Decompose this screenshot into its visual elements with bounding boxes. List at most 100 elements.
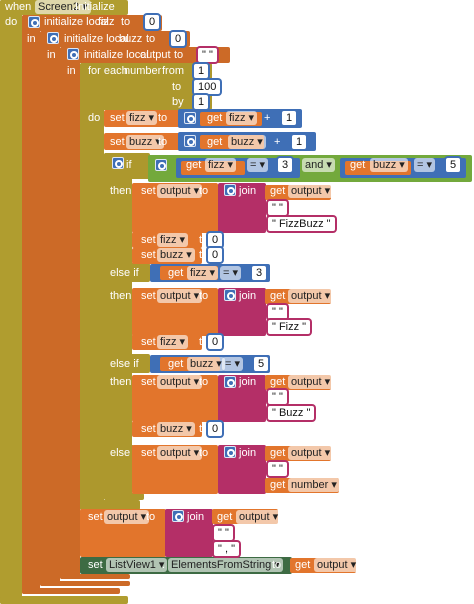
block-label: get	[270, 447, 286, 459]
dropdown-field[interactable]: buzz ▾	[370, 158, 408, 172]
mutator-icon[interactable]	[155, 159, 167, 171]
dropdown-field[interactable]: output ▾	[104, 510, 150, 524]
if-block	[104, 354, 150, 373]
dropdown-field[interactable]: output ▾	[157, 446, 203, 460]
dropdown-field[interactable]: fizz ▾	[226, 111, 258, 125]
mutator-icon[interactable]	[224, 446, 236, 458]
block-label: to	[199, 423, 209, 435]
block-label: then	[110, 290, 132, 302]
mutator-icon[interactable]	[47, 32, 59, 44]
mutator-icon[interactable]	[28, 16, 40, 28]
block-label: set	[88, 511, 103, 523]
block-label: to	[158, 136, 168, 148]
dropdown-field[interactable]: fizz ▾	[205, 158, 237, 172]
local-variable-block	[40, 581, 130, 586]
local-variable-block	[40, 31, 60, 586]
number-field[interactable]: 0	[208, 233, 223, 247]
block-label: get	[207, 136, 223, 148]
block-label: else if	[110, 267, 139, 279]
number-field[interactable]: 0	[208, 335, 223, 349]
text-field[interactable]: " "	[268, 305, 287, 319]
mutator-icon[interactable]	[67, 48, 79, 60]
number-field[interactable]: 0	[145, 15, 160, 29]
for-each-block	[80, 63, 104, 510]
text-field[interactable]: " FizzBuzz "	[268, 217, 335, 231]
if-block	[104, 493, 144, 500]
number-field[interactable]: 0	[208, 422, 223, 436]
if-block	[104, 153, 132, 500]
dropdown-field[interactable]: output ▾	[288, 375, 334, 389]
text-field[interactable]: " "	[214, 526, 233, 540]
block-label: get	[270, 479, 286, 491]
dropdown-field[interactable]: fizz ▾	[126, 111, 158, 125]
dropdown-field[interactable]: output ▾	[157, 375, 203, 389]
block-label: fizz	[98, 16, 115, 28]
number-field[interactable]: 5	[254, 357, 269, 371]
number-field[interactable]: 3	[252, 266, 267, 280]
dropdown-field[interactable]: Screen2 ▾	[35, 0, 91, 14]
dropdown-field[interactable]: output ▾	[157, 289, 203, 303]
block-label: number	[124, 65, 162, 77]
number-field[interactable]: 5	[446, 158, 461, 172]
dropdown-field[interactable]: number ▾	[288, 478, 340, 492]
dropdown-field[interactable]: and ▾	[302, 158, 335, 172]
dropdown-field[interactable]: buzz ▾	[157, 248, 195, 262]
dropdown-field[interactable]: output ▾	[288, 184, 334, 198]
local-variable-block	[60, 47, 80, 579]
dropdown-field[interactable]: output ▾	[314, 558, 360, 572]
dropdown-field[interactable]: buzz ▾	[187, 357, 225, 371]
text-field[interactable]: " "	[268, 462, 287, 476]
number-field[interactable]: 1	[282, 111, 297, 125]
number-field[interactable]: 1	[194, 95, 209, 109]
mutator-icon[interactable]	[224, 184, 236, 196]
text-field[interactable]: " , "	[214, 542, 239, 556]
text-field[interactable]: " Fizz "	[268, 320, 311, 334]
dropdown-field[interactable]: = ▾	[247, 158, 269, 172]
mutator-icon[interactable]	[184, 112, 196, 124]
dropdown-field[interactable]: = ▾	[414, 158, 436, 172]
text-field[interactable]: " "	[198, 48, 217, 62]
dropdown-field[interactable]: output ▾	[157, 184, 203, 198]
mutator-icon[interactable]	[184, 135, 196, 147]
mutator-icon[interactable]	[112, 157, 124, 169]
number-field[interactable]: 1	[194, 64, 209, 78]
block-label: to	[146, 511, 156, 523]
dropdown-field[interactable]: ListView1 ▾	[106, 558, 168, 572]
dropdown-field[interactable]: output ▾	[288, 289, 334, 303]
number-field[interactable]: 0	[171, 32, 186, 46]
dropdown-field[interactable]: buzz ▾	[228, 135, 266, 149]
dropdown-field[interactable]: buzz ▾	[157, 422, 195, 436]
dropdown-field[interactable]: output ▾	[288, 446, 334, 460]
text-field[interactable]: " "	[268, 390, 287, 404]
number-field[interactable]: 100	[194, 80, 221, 94]
block-label: join	[239, 376, 257, 388]
number-field[interactable]: 3	[278, 158, 293, 172]
number-field[interactable]: 1	[292, 135, 307, 149]
block-label: by	[172, 96, 184, 108]
dropdown-field[interactable]: fizz ▾	[157, 335, 189, 349]
mutator-icon[interactable]	[224, 376, 236, 388]
block-label: initialize local	[64, 33, 129, 45]
block-label: output	[140, 49, 171, 61]
block-label: set	[141, 185, 156, 197]
mutator-icon[interactable]	[224, 289, 236, 301]
number-field[interactable]: 0	[208, 248, 223, 262]
dropdown-field[interactable]: fizz ▾	[187, 266, 219, 280]
block-label: to	[146, 33, 156, 45]
event-block	[0, 0, 22, 604]
mutator-icon[interactable]	[172, 510, 184, 522]
dropdown-field[interactable]: buzz ▾	[126, 135, 164, 149]
dropdown-field[interactable]: ElementsFromString ▾	[168, 558, 283, 572]
block-label: get	[168, 358, 184, 370]
dropdown-field[interactable]: = ▾	[220, 266, 242, 280]
block-label: to	[272, 559, 282, 571]
dropdown-field[interactable]: output ▾	[236, 510, 282, 524]
block-label: get	[270, 376, 286, 388]
text-field[interactable]: " Buzz "	[268, 406, 315, 420]
dropdown-field[interactable]: = ▾	[222, 357, 244, 371]
dropdown-field[interactable]: fizz ▾	[157, 233, 189, 247]
block-label: join	[239, 290, 257, 302]
text-field[interactable]: " "	[268, 201, 287, 215]
